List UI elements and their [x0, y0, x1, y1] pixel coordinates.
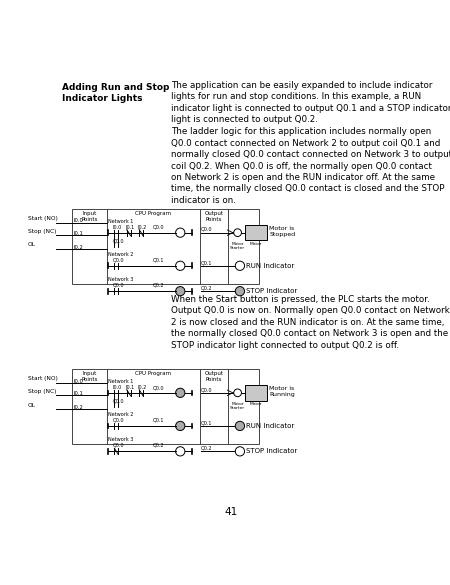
Text: Network 2: Network 2 [108, 412, 134, 417]
Bar [245, 385, 267, 401]
Circle shape [234, 389, 242, 397]
Text: I0.0: I0.0 [113, 385, 122, 390]
Text: Q0.0: Q0.0 [201, 227, 213, 232]
Circle shape [176, 388, 185, 397]
Text: Motor: Motor [250, 402, 262, 406]
Text: I0.0: I0.0 [73, 218, 83, 223]
Text: Q0.1: Q0.1 [201, 260, 213, 265]
Text: Motor is
Running: Motor is Running [270, 386, 295, 397]
Text: STOP Indicator: STOP Indicator [246, 288, 297, 294]
Text: Start (NO): Start (NO) [27, 216, 58, 221]
Text: Network 1: Network 1 [108, 379, 134, 384]
Text: Q0.0: Q0.0 [113, 238, 124, 243]
Text: Network 3: Network 3 [108, 438, 134, 442]
Text: The application can be easily expanded to include indicator
lights for run and s: The application can be easily expanded t… [171, 81, 450, 125]
Text: I0.1: I0.1 [73, 391, 83, 396]
Text: Input
Points: Input Points [81, 371, 97, 381]
Text: Network 1: Network 1 [108, 219, 134, 224]
Circle shape [235, 261, 245, 270]
Text: I0.2: I0.2 [73, 405, 83, 410]
Text: Output
Points: Output Points [204, 211, 224, 222]
Circle shape [176, 447, 185, 456]
Text: Q0.1: Q0.1 [153, 257, 165, 262]
Text: Motor
Starter: Motor Starter [230, 402, 245, 410]
Text: OL: OL [27, 402, 36, 408]
Text: When the Start button is pressed, the PLC starts the motor.
Output Q0.0 is now o: When the Start button is pressed, the PL… [171, 295, 450, 350]
Text: Q0.0: Q0.0 [113, 418, 124, 422]
Text: Adding Run and Stop
Indicator Lights: Adding Run and Stop Indicator Lights [63, 82, 170, 102]
Text: Start (NO): Start (NO) [27, 377, 58, 381]
Text: 41: 41 [224, 507, 237, 517]
Text: I0.1: I0.1 [125, 385, 135, 390]
Bar [72, 209, 259, 284]
Text: Q0.1: Q0.1 [201, 420, 213, 425]
Text: Q0.0: Q0.0 [113, 283, 124, 288]
Text: Stop (NC): Stop (NC) [27, 389, 56, 394]
Circle shape [235, 447, 245, 456]
Text: I0.0: I0.0 [113, 225, 122, 230]
Text: The ladder logic for this application includes normally open
Q0.0 contact connec: The ladder logic for this application in… [171, 127, 450, 205]
Text: Network 3: Network 3 [108, 277, 134, 283]
Text: CPU Program: CPU Program [135, 371, 171, 376]
Text: Input
Points: Input Points [81, 211, 97, 222]
Text: I0.2: I0.2 [73, 245, 83, 250]
Text: RUN Indicator: RUN Indicator [246, 423, 294, 429]
Text: Q0.1: Q0.1 [153, 418, 165, 422]
Text: Motor: Motor [250, 242, 262, 246]
Circle shape [176, 228, 185, 238]
Text: Stop (NC): Stop (NC) [27, 229, 56, 233]
Text: Output
Points: Output Points [204, 371, 224, 381]
Text: Q0.2: Q0.2 [201, 446, 213, 450]
Circle shape [176, 421, 185, 431]
Text: I0.2: I0.2 [138, 385, 147, 390]
Circle shape [235, 421, 245, 431]
Text: I0.2: I0.2 [138, 225, 147, 230]
Text: OL: OL [27, 243, 36, 247]
Circle shape [235, 287, 245, 296]
Circle shape [176, 261, 185, 270]
Bar [245, 225, 267, 240]
Text: Q0.2: Q0.2 [153, 443, 165, 448]
Text: Motor is
Stopped: Motor is Stopped [270, 226, 296, 236]
Text: RUN Indicator: RUN Indicator [246, 263, 294, 269]
Text: I0.1: I0.1 [73, 230, 83, 236]
Text: Q0.0: Q0.0 [113, 443, 124, 448]
Text: Q0.0: Q0.0 [113, 257, 124, 262]
Text: Network 2: Network 2 [108, 252, 134, 257]
Text: Q0.0: Q0.0 [113, 398, 124, 403]
Text: Q0.0: Q0.0 [201, 387, 213, 392]
Text: Q0.0: Q0.0 [153, 385, 165, 390]
Text: Motor
Starter: Motor Starter [230, 242, 245, 250]
Text: Q0.2: Q0.2 [201, 285, 213, 290]
Text: Q0.2: Q0.2 [153, 283, 165, 288]
Text: Q0.0: Q0.0 [153, 225, 165, 230]
Circle shape [234, 229, 242, 236]
Text: I0.0: I0.0 [73, 378, 83, 384]
Circle shape [176, 287, 185, 296]
Text: CPU Program: CPU Program [135, 211, 171, 216]
Text: I0.1: I0.1 [125, 225, 135, 230]
Text: STOP Indicator: STOP Indicator [246, 448, 297, 455]
Bar [72, 369, 259, 445]
